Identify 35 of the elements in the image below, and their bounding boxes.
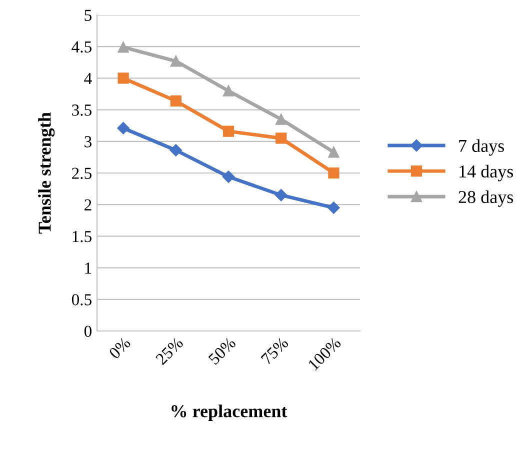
point bbox=[170, 95, 182, 107]
point bbox=[118, 72, 129, 84]
x-tick-label: 50% bbox=[208, 336, 236, 366]
x-tick-label: 0% bbox=[108, 336, 132, 360]
x-tick-label: 75% bbox=[260, 336, 290, 366]
y-axis-title: Tensile strength bbox=[38, 112, 55, 234]
point bbox=[328, 167, 340, 179]
y-tick-label: 1.5 bbox=[72, 230, 92, 242]
y-tick-label: 2.5 bbox=[72, 168, 92, 180]
y-tick-label: 4 bbox=[84, 73, 92, 84]
y-tick-label: 0 bbox=[84, 326, 92, 337]
point bbox=[170, 144, 182, 156]
y-tick-label: 3.5 bbox=[72, 104, 92, 116]
legend-label: 7 days bbox=[459, 139, 504, 156]
point bbox=[328, 146, 340, 158]
y-tick-label: 2 bbox=[84, 199, 92, 210]
y-tick-label: 4.5 bbox=[72, 41, 92, 53]
point bbox=[222, 85, 234, 96]
point bbox=[222, 126, 234, 137]
y-tick-label: 1 bbox=[85, 262, 92, 274]
point bbox=[117, 122, 130, 134]
x-tick-label: 25% bbox=[155, 336, 184, 366]
point bbox=[276, 114, 287, 125]
point bbox=[170, 56, 182, 67]
point bbox=[328, 202, 340, 214]
point bbox=[222, 170, 235, 183]
y-tick-label: 0.5 bbox=[72, 294, 92, 306]
legend-label: 28 days bbox=[458, 190, 514, 207]
x-axis-title: % replacement bbox=[172, 404, 288, 421]
point bbox=[276, 132, 287, 144]
point bbox=[118, 42, 129, 53]
point bbox=[275, 189, 288, 202]
y-tick-label: 5 bbox=[84, 10, 92, 21]
legend-label: 14 days bbox=[460, 164, 514, 182]
y-tick-label: 3 bbox=[84, 136, 92, 148]
